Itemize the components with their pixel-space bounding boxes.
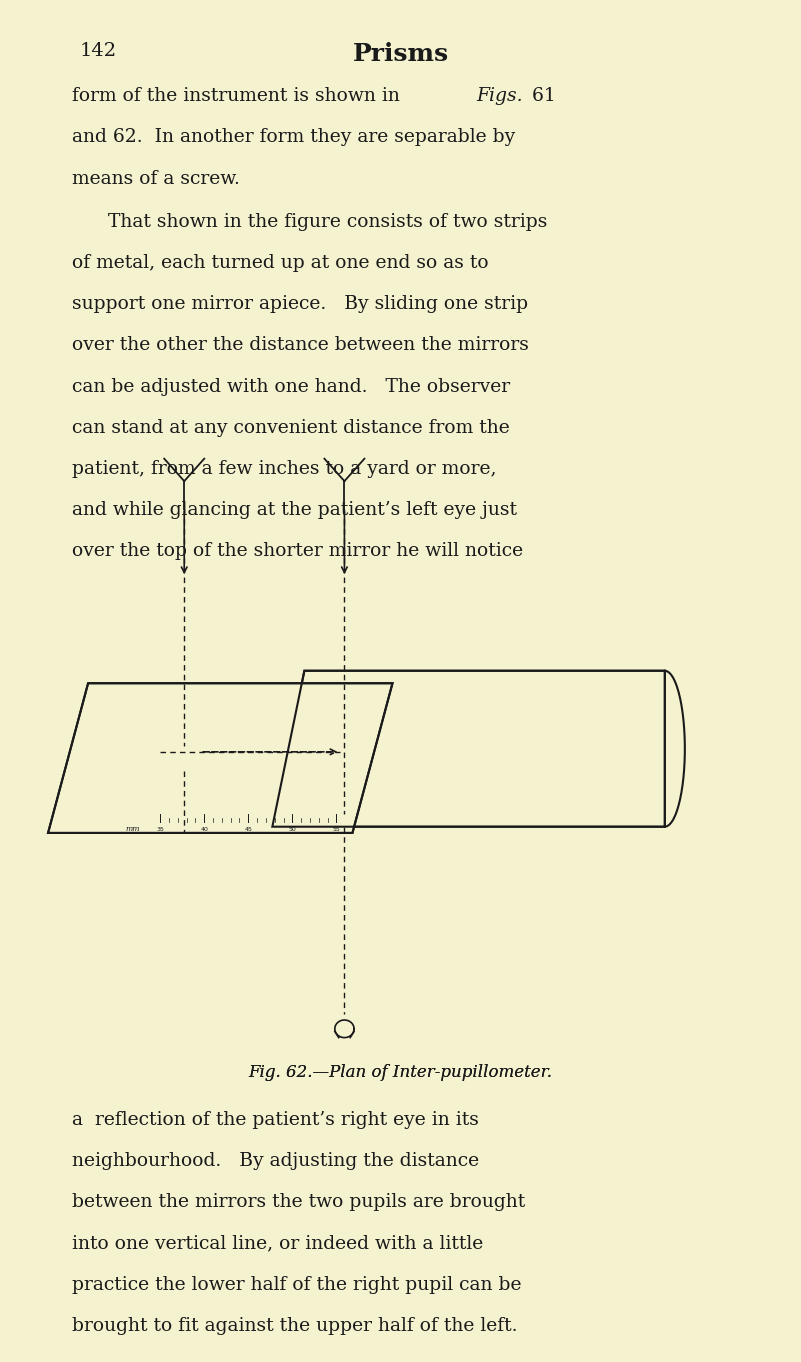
Text: 50: 50 — [288, 827, 296, 832]
Text: 40: 40 — [200, 827, 208, 832]
Text: between the mirrors the two pupils are brought: between the mirrors the two pupils are b… — [72, 1193, 525, 1211]
Text: over the other the distance between the mirrors: over the other the distance between the … — [72, 336, 529, 354]
Text: 142: 142 — [80, 42, 117, 60]
Text: Figs.: Figs. — [477, 87, 523, 105]
Text: That shown in the figure consists of two strips: That shown in the figure consists of two… — [108, 212, 548, 232]
Text: neighbourhood.   By adjusting the distance: neighbourhood. By adjusting the distance — [72, 1152, 479, 1170]
Text: can be adjusted with one hand.   The observer: can be adjusted with one hand. The obser… — [72, 377, 510, 395]
Text: brought to fit against the upper half of the left.: brought to fit against the upper half of… — [72, 1317, 517, 1335]
Polygon shape — [48, 684, 392, 834]
Text: of metal, each turned up at one end so as to: of metal, each turned up at one end so a… — [72, 255, 489, 272]
Text: practice the lower half of the right pupil can be: practice the lower half of the right pup… — [72, 1276, 521, 1294]
Text: support one mirror apiece.   By sliding one strip: support one mirror apiece. By sliding on… — [72, 296, 528, 313]
Polygon shape — [272, 670, 665, 827]
Text: can stand at any convenient distance from the: can stand at any convenient distance fro… — [72, 418, 510, 437]
Text: Fig. 62.—Plan of Inter-pupillometer.: Fig. 62.—Plan of Inter-pupillometer. — [248, 1064, 553, 1080]
Text: a  reflection of the patient’s right eye in its: a reflection of the patient’s right eye … — [72, 1111, 479, 1129]
Text: 35: 35 — [156, 827, 164, 832]
Text: Fig. 62.—Plan of Inter-pupillometer.: Fig. 62.—Plan of Inter-pupillometer. — [248, 1064, 553, 1080]
Text: Prisms: Prisms — [352, 42, 449, 67]
Text: and 62.  In another form they are separable by: and 62. In another form they are separab… — [72, 128, 515, 147]
Text: mm: mm — [126, 825, 140, 834]
Text: 45: 45 — [244, 827, 252, 832]
Text: into one vertical line, or indeed with a little: into one vertical line, or indeed with a… — [72, 1235, 483, 1253]
Text: form of the instrument is shown in: form of the instrument is shown in — [72, 87, 406, 105]
Text: 61: 61 — [526, 87, 556, 105]
Text: 55: 55 — [332, 827, 340, 832]
Text: means of a screw.: means of a screw. — [72, 170, 240, 188]
Text: and while glancing at the patient’s left eye just: and while glancing at the patient’s left… — [72, 501, 517, 519]
Text: over the top of the shorter mirror he will notice: over the top of the shorter mirror he wi… — [72, 542, 523, 560]
Text: patient, from a few inches to a yard or more,: patient, from a few inches to a yard or … — [72, 460, 497, 478]
